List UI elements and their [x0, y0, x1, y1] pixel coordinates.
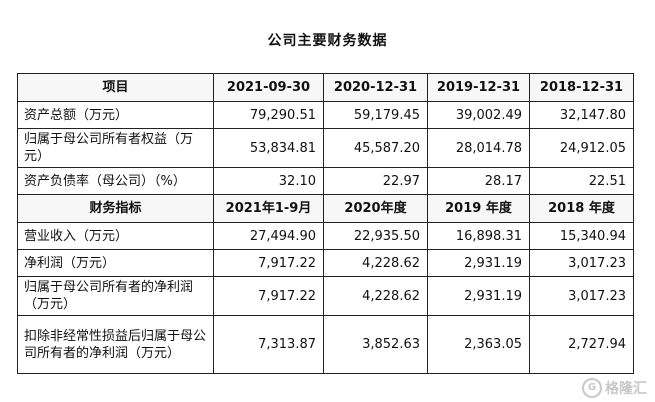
table-row: 净利润（万元） 7,917.22 4,228.62 2,931.19 3,017… — [17, 249, 634, 277]
cell-value: 27,494.90 — [213, 222, 324, 250]
cell-value: 4,228.62 — [323, 276, 428, 316]
cell-value: 2,363.05 — [427, 315, 530, 374]
row-label: 资产负债率（母公司）（%） — [17, 167, 214, 195]
cell-value: 39,002.49 — [427, 101, 530, 129]
table-header-row: 项目 2021-09-30 2020-12-31 2019-12-31 2018… — [17, 73, 634, 102]
column-header-indicator: 财务指标 — [17, 194, 214, 223]
cell-value: 28.17 — [427, 167, 530, 195]
financial-data-table: 项目 2021-09-30 2020-12-31 2019-12-31 2018… — [17, 73, 634, 374]
row-label: 资产总额（万元） — [17, 101, 214, 129]
column-header-period: 2019 年度 — [427, 194, 530, 223]
column-header-date: 2021-09-30 — [213, 73, 324, 102]
cell-value: 2,931.19 — [427, 276, 530, 316]
column-header-date: 2020-12-31 — [323, 73, 428, 102]
table-row: 扣除非经常性损益后归属于母公司所有者的净利润（万元） 7,313.87 3,85… — [17, 315, 634, 374]
column-header-period: 2021年1-9月 — [213, 194, 324, 223]
row-label: 归属于母公司所有者权益（万元） — [17, 128, 214, 168]
table-row: 归属于母公司所有者的净利润（万元） 7,917.22 4,228.62 2,93… — [17, 276, 634, 316]
cell-value: 28,014.78 — [427, 128, 530, 168]
table-row: 资产负债率（母公司）（%） 32.10 22.97 28.17 22.51 — [17, 167, 634, 195]
logo-icon: G — [582, 378, 602, 398]
cell-value: 15,340.94 — [529, 222, 634, 250]
cell-value: 7,917.22 — [213, 249, 324, 277]
cell-value: 3,017.23 — [529, 276, 634, 316]
cell-value: 24,912.05 — [529, 128, 634, 168]
cell-value: 7,313.87 — [213, 315, 324, 374]
cell-value: 32,147.80 — [529, 101, 634, 129]
cell-value: 4,228.62 — [323, 249, 428, 277]
column-header-date: 2018-12-31 — [529, 73, 634, 102]
row-label: 营业收入（万元） — [17, 222, 214, 250]
row-label: 扣除非经常性损益后归属于母公司所有者的净利润（万元） — [17, 315, 214, 374]
cell-value: 22.97 — [323, 167, 428, 195]
cell-value: 32.10 — [213, 167, 324, 195]
row-label: 净利润（万元） — [17, 249, 214, 277]
table-row: 归属于母公司所有者权益（万元） 53,834.81 45,587.20 28,0… — [17, 128, 634, 168]
column-header-item: 项目 — [17, 73, 214, 102]
cell-value: 3,017.23 — [529, 249, 634, 277]
cell-value: 59,179.45 — [323, 101, 428, 129]
cell-value: 53,834.81 — [213, 128, 324, 168]
cell-value: 3,852.63 — [323, 315, 428, 374]
column-header-period: 2018 年度 — [529, 194, 634, 223]
column-header-date: 2019-12-31 — [427, 73, 530, 102]
row-label: 归属于母公司所有者的净利润（万元） — [17, 276, 214, 316]
cell-value: 45,587.20 — [323, 128, 428, 168]
table-header-row: 财务指标 2021年1-9月 2020年度 2019 年度 2018 年度 — [17, 194, 634, 223]
cell-value: 2,931.19 — [427, 249, 530, 277]
table-row: 营业收入（万元） 27,494.90 22,935.50 16,898.31 1… — [17, 222, 634, 250]
column-header-period: 2020年度 — [323, 194, 428, 223]
watermark: G 格隆汇 — [582, 378, 647, 398]
cell-value: 7,917.22 — [213, 276, 324, 316]
cell-value: 2,727.94 — [529, 315, 634, 374]
watermark-text: 格隆汇 — [605, 381, 647, 397]
cell-value: 22,935.50 — [323, 222, 428, 250]
table-row: 资产总额（万元） 79,290.51 59,179.45 39,002.49 3… — [17, 101, 634, 129]
cell-value: 22.51 — [529, 167, 634, 195]
cell-value: 16,898.31 — [427, 222, 530, 250]
page-title: 公司主要财务数据 — [267, 33, 388, 49]
cell-value: 79,290.51 — [213, 101, 324, 129]
